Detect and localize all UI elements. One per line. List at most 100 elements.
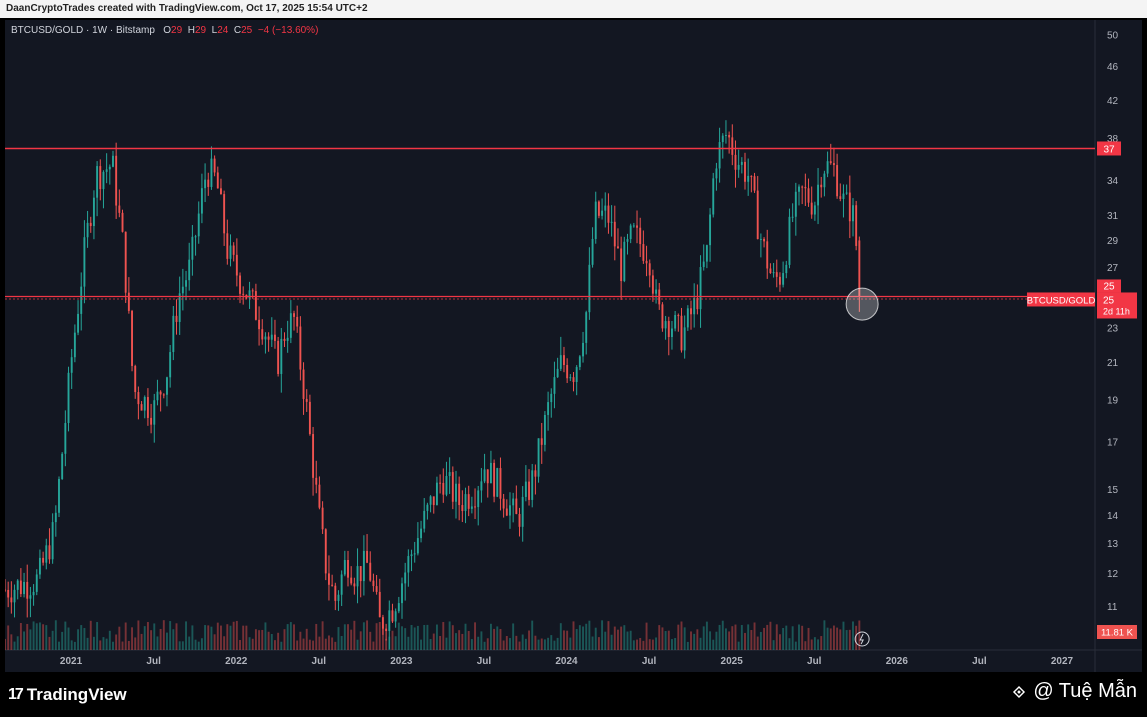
volume-bar [791,626,794,650]
volume-bar [178,641,181,650]
volume-bar [559,623,562,650]
candle-body [159,391,162,395]
price-chart[interactable]: 50 46 42 38 34 31 29 27 25 23 21 19 17 15 14 13 12 11 2021… [5,20,1142,672]
candle-body [451,472,454,502]
legend-change: −4 (−13.60%) [257,25,319,36]
volume-bar [464,623,467,650]
candle-body [807,188,810,203]
volume-bar [394,636,397,650]
candle-body [5,589,6,591]
candle-body [747,175,750,182]
chart-area[interactable]: 50 46 42 38 34 31 29 27 25 23 21 19 17 15 14 13 12 11 2021… [5,20,1142,672]
volume-bar [264,622,267,650]
candle-body [404,572,407,584]
candle-body [540,438,543,445]
candle-body [283,338,286,341]
x-tick-label: 2027 [1051,656,1074,667]
candle-body [442,482,445,495]
volume-bar [356,639,359,650]
candle-body [464,494,467,512]
y-tick-label: 42 [1107,96,1119,107]
volume-bar [10,634,13,650]
legend-close-label: C [233,25,242,36]
candle-body [261,329,264,340]
candle-body [54,512,57,523]
candle-body [108,166,111,170]
x-tick-label: Jul [972,656,987,667]
volume-bar [146,622,149,650]
volume-bar [134,637,137,650]
candle-body [362,550,365,582]
volume-bar [51,630,54,650]
volume-bar [410,624,413,650]
volume-bar [750,629,753,650]
volume-bar [778,634,781,650]
candle-body [181,286,184,294]
volume-bar [372,641,375,650]
candle-body [817,184,820,206]
candle-body [772,272,775,274]
y-tick-label: 15 [1107,485,1119,496]
candle-body [32,591,35,596]
candle-body [639,227,642,245]
volume-bar [632,640,635,650]
volume-bar [153,623,156,650]
candle-body [166,377,168,395]
volume-bar [26,623,29,650]
volume-bar [86,637,89,650]
volume-bar [658,625,661,650]
x-tick-label: 2026 [886,656,909,667]
volume-bar [629,630,632,650]
legend-symbol: BTCUSD/GOLD · 1W · Bitstamp [11,25,155,36]
candle-body [286,337,289,341]
volume-bar [807,627,810,650]
candle-body [626,239,629,242]
volume-bar [245,625,248,650]
volume-bar [96,622,99,650]
volume-bar [547,637,550,650]
volume-bar [683,627,686,650]
volume-bar [696,629,699,650]
tradingview-logo[interactable]: 17 TradingView [8,685,127,705]
tradingview-logo-icon: 17 [8,686,24,703]
volume-bar [197,641,200,650]
candle-body [543,414,546,445]
volume-bar [769,621,772,650]
volume-bar [721,620,724,650]
volume-bar [232,621,235,650]
volume-bar [766,624,769,650]
candle-body [254,291,257,320]
volume-bar [324,638,327,650]
volume-bar [331,637,334,650]
candle-body [667,321,670,338]
volume-bar [48,636,51,650]
volume-bar [820,636,823,650]
candle-body [134,365,137,393]
volume-bar [826,627,829,650]
candle-body [480,481,483,491]
candle-body [64,423,67,454]
volume-bar [572,621,575,650]
candle-body [683,327,686,351]
volume-bar [388,636,391,650]
volume-bar [321,621,324,650]
candle-body [207,179,210,187]
candle-body [518,513,521,527]
volume-bar [353,620,356,650]
watermark-text: @ Tuệ Mẫn [1033,680,1137,702]
volume-bar [407,636,410,650]
support-level-tag: 25 [1103,281,1115,292]
y-tick-label: 14 [1107,511,1119,522]
volume-bar [140,633,143,650]
volume-bar [270,633,273,650]
volume-bar [553,640,556,650]
volume-bar [23,631,26,650]
volume-bar [248,637,251,650]
volume-bar [842,621,845,650]
volume-bar [375,623,378,650]
candle-body [385,628,388,632]
candle-body [588,264,591,313]
candle-body [197,213,200,237]
volume-bar [35,623,38,650]
candle-body [750,175,753,177]
